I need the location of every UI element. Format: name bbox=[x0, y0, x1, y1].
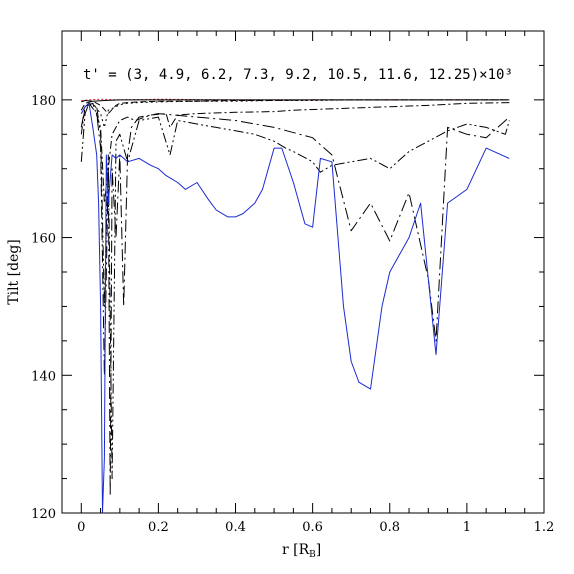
y-tick-label: 120 bbox=[31, 507, 56, 522]
x-tick-label: 0.8 bbox=[379, 520, 400, 535]
axis-tick-labels: 0 0.2 0.4 0.6 0.8 1 1.2 120 140 160 180 bbox=[31, 94, 554, 535]
x-tick-label: 1 bbox=[463, 520, 471, 535]
y-tick-label: 140 bbox=[31, 369, 56, 384]
y-tick-label: 160 bbox=[31, 232, 56, 247]
y-tick-label: 180 bbox=[31, 94, 56, 109]
x-tick-label: 0.4 bbox=[225, 520, 246, 535]
series-line-4 bbox=[80, 99, 510, 128]
x-axis-label-main: r [R bbox=[282, 542, 310, 558]
series-line-6 bbox=[80, 102, 510, 480]
series-line-8 bbox=[80, 102, 510, 513]
axis-ticks bbox=[61, 30, 545, 514]
x-axis-label-subscript: B bbox=[309, 550, 316, 560]
x-tick-label: 0.6 bbox=[302, 520, 323, 535]
series-line-1 bbox=[81, 98, 510, 101]
x-tick-label: 0 bbox=[77, 520, 85, 535]
series-line-5 bbox=[80, 102, 510, 204]
x-axis-label-close: ] bbox=[316, 542, 321, 558]
x-tick-label: 1.2 bbox=[534, 520, 555, 535]
x-tick-label: 0.2 bbox=[148, 520, 169, 535]
annotation-text: t' = (3, 4.9, 6.2, 7.3, 9.2, 10.5, 11.6,… bbox=[83, 67, 513, 83]
series-line-7 bbox=[80, 102, 510, 497]
y-axis-label: Tilt [deg] bbox=[6, 239, 22, 305]
x-axis-label: r [RB] bbox=[282, 542, 321, 560]
data-series bbox=[80, 98, 510, 513]
series-line-3 bbox=[80, 99, 510, 115]
